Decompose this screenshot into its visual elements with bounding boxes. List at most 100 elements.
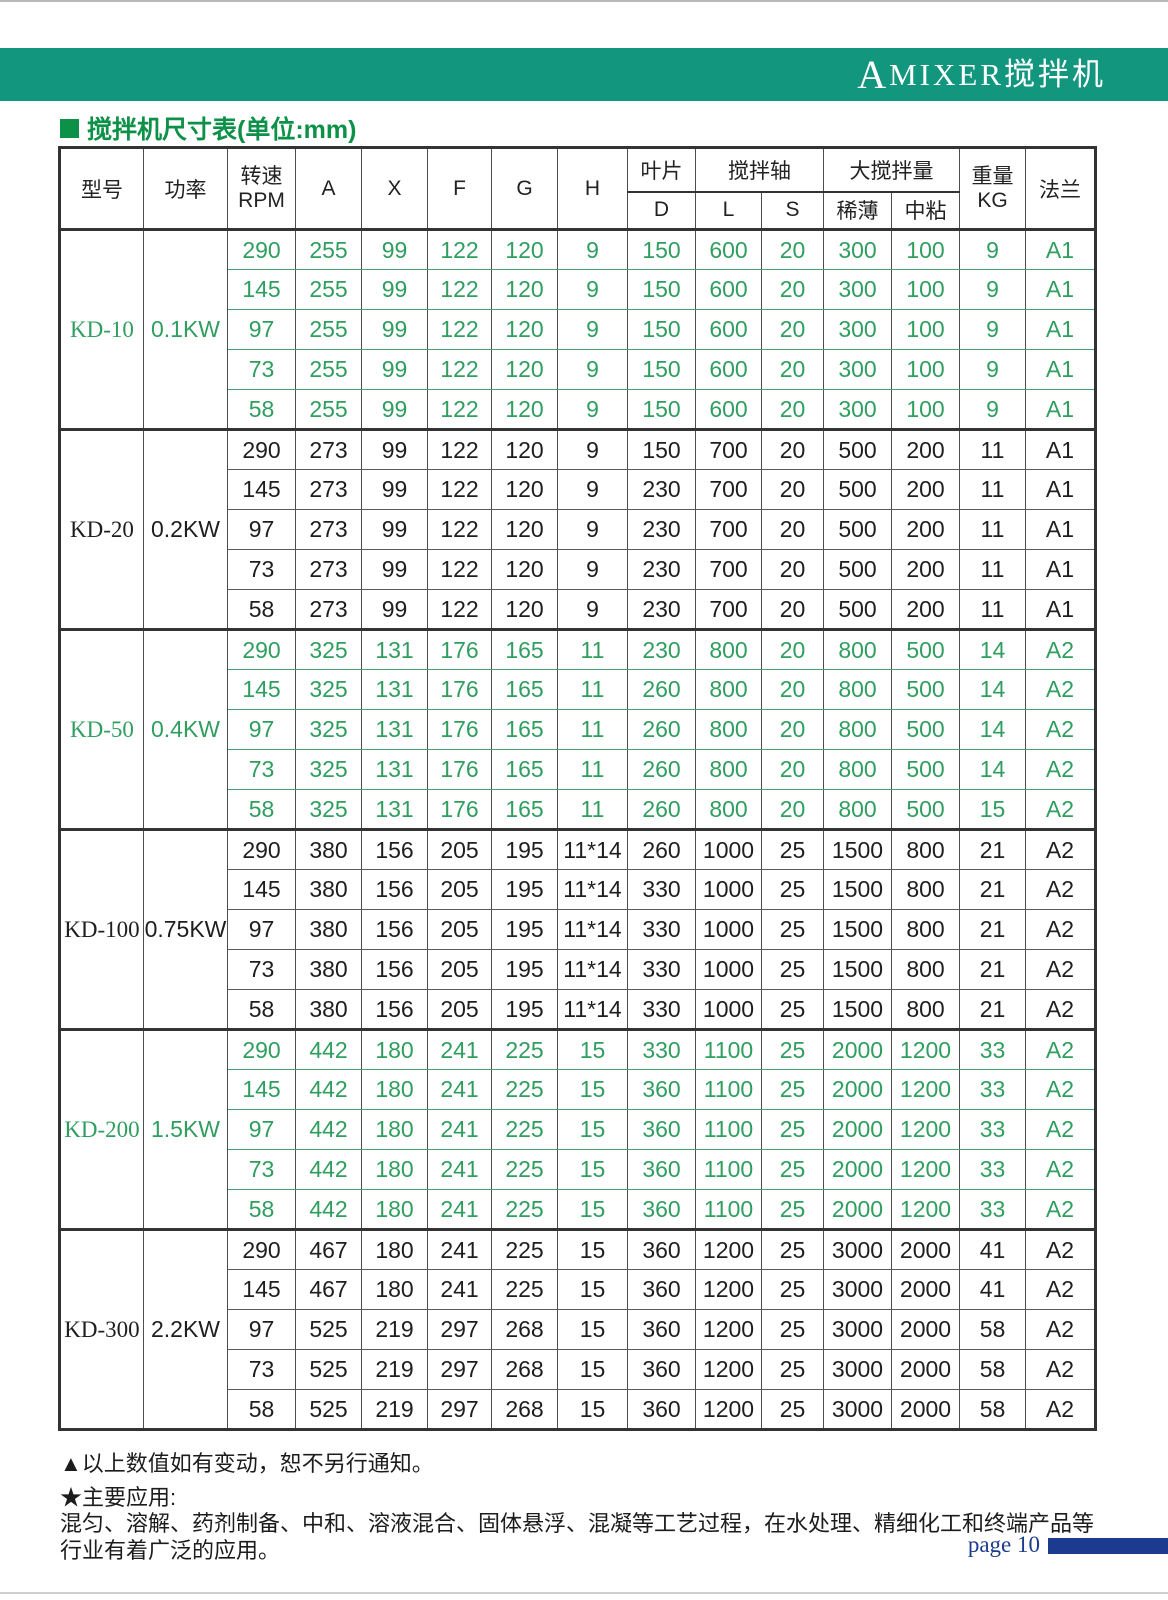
table-cell: 273 (295, 428, 362, 470)
table-cell: 1200 (695, 1309, 762, 1350)
table-cell: 58 (227, 989, 296, 1030)
table-cell: 11 (959, 509, 1026, 550)
model-cell: KD-300 (59, 1228, 144, 1430)
column-header-power: 功率 (143, 147, 228, 231)
table-cell: 297 (427, 1389, 492, 1430)
table-cell: 800 (823, 628, 892, 670)
table-cell: A1 (1025, 549, 1096, 590)
table-cell: 73 (227, 549, 296, 590)
table-cell: 9 (557, 428, 628, 470)
table-row: 97 380 156 205 195 11*14 330 1000 25 1500 800 21 A2 (60, 909, 1096, 950)
table-cell: 330 (627, 1028, 696, 1070)
table-row: 58 255 99 122 120 9 150 600 20 300 100 9 A1 (60, 389, 1096, 430)
table-cell: 20 (761, 349, 824, 390)
table-cell: 20 (761, 549, 824, 590)
table-cell: 500 (823, 509, 892, 550)
table-cell: 9 (557, 589, 628, 630)
table-cell: 300 (823, 389, 892, 430)
table-cell: 15 (557, 1028, 628, 1070)
table-cell: 165 (491, 669, 558, 710)
table-cell: 9 (557, 228, 628, 270)
table-cell: 73 (227, 949, 296, 990)
table-cell: 20 (761, 428, 824, 470)
table-cell: 156 (361, 989, 428, 1030)
table-cell: 9 (557, 349, 628, 390)
table-cell: 1200 (695, 1228, 762, 1270)
table-cell: 150 (627, 349, 696, 390)
table-cell: 20 (761, 749, 824, 790)
table-cell: 500 (891, 749, 960, 790)
table-cell: 11 (959, 469, 1026, 510)
page-top-edge-line (0, 0, 1168, 2)
table-cell: 20 (761, 469, 824, 510)
table-cell: 195 (491, 989, 558, 1030)
table-cell: 241 (427, 1228, 492, 1270)
table-cell: 156 (361, 869, 428, 910)
table-cell: 1500 (823, 949, 892, 990)
table-cell: 467 (295, 1269, 362, 1310)
table-row: 97 273 99 122 120 9 230 700 20 500 200 11 A1 (60, 509, 1096, 550)
table-row: 58 273 99 122 120 9 230 700 20 500 200 11 A1 (60, 589, 1096, 630)
table-cell: 9 (959, 228, 1026, 270)
table-cell: 330 (627, 949, 696, 990)
table-cell: 230 (627, 628, 696, 670)
table-cell: 20 (761, 228, 824, 270)
table-cell: 260 (627, 669, 696, 710)
table-cell: 1100 (695, 1189, 762, 1230)
table-cell: 600 (695, 389, 762, 430)
table-row: 145 255 99 122 120 9 150 600 20 300 100 9 A1 (60, 269, 1096, 310)
table-row: 73 380 156 205 195 11*14 330 1000 25 1500 800 21 A2 (60, 949, 1096, 990)
table-cell: 241 (427, 1028, 492, 1070)
speed-label-cn: 转速 (240, 165, 283, 189)
table-cell: 200 (891, 589, 960, 630)
table-cell: 9 (959, 269, 1026, 310)
table-cell: 58 (959, 1349, 1026, 1390)
table-cell: 255 (295, 389, 362, 430)
table-cell: 9 (959, 349, 1026, 390)
table-cell: 131 (361, 749, 428, 790)
table-cell: 500 (823, 428, 892, 470)
table-cell: 122 (427, 589, 492, 630)
table-cell: 800 (823, 749, 892, 790)
table-cell: 25 (761, 1309, 824, 1350)
table-cell: 290 (227, 228, 296, 270)
column-header-shaft-l: L (695, 191, 762, 231)
table-cell: 200 (891, 428, 960, 470)
table-cell: 325 (295, 669, 362, 710)
table-cell: A2 (1025, 989, 1096, 1030)
table-cell: 58 (227, 389, 296, 430)
table-cell: A1 (1025, 309, 1096, 350)
table-cell: A2 (1025, 789, 1096, 830)
table-cell: 2000 (823, 1109, 892, 1150)
table-cell: A1 (1025, 469, 1096, 510)
table-cell: 300 (823, 309, 892, 350)
table-cell: 9 (959, 309, 1026, 350)
table-cell: A2 (1025, 749, 1096, 790)
table-cell: 176 (427, 789, 492, 830)
power-cell: 2.2KW (143, 1228, 228, 1430)
table-cell: 300 (823, 349, 892, 390)
table-cell: 1200 (891, 1028, 960, 1070)
table-row: KD-50 0.4KW 290 325 131 176 165 11 230 800 20 800 50… (59, 628, 1096, 830)
table-cell: 14 (959, 709, 1026, 750)
column-header-capacity-medium: 中粘 (891, 191, 960, 231)
table-cell: 15 (557, 1189, 628, 1230)
table-cell: 20 (761, 389, 824, 430)
table-cell: 225 (491, 1109, 558, 1150)
table-cell: 360 (627, 1269, 696, 1310)
table-cell: 122 (427, 389, 492, 430)
table-cell: A2 (1025, 1069, 1096, 1110)
table-cell: 800 (891, 828, 960, 870)
table-cell: 230 (627, 469, 696, 510)
table-cell: 21 (959, 949, 1026, 990)
table-cell: 122 (427, 509, 492, 550)
table-cell: 131 (361, 789, 428, 830)
table-cell: 260 (627, 709, 696, 750)
table-cell: 9 (557, 469, 628, 510)
table-cell: 11 (959, 589, 1026, 630)
table-cell: 205 (427, 828, 492, 870)
table-cell: 122 (427, 469, 492, 510)
table-cell: 500 (823, 589, 892, 630)
table-cell: A2 (1025, 1109, 1096, 1150)
model-cell: KD-50 (59, 628, 144, 830)
